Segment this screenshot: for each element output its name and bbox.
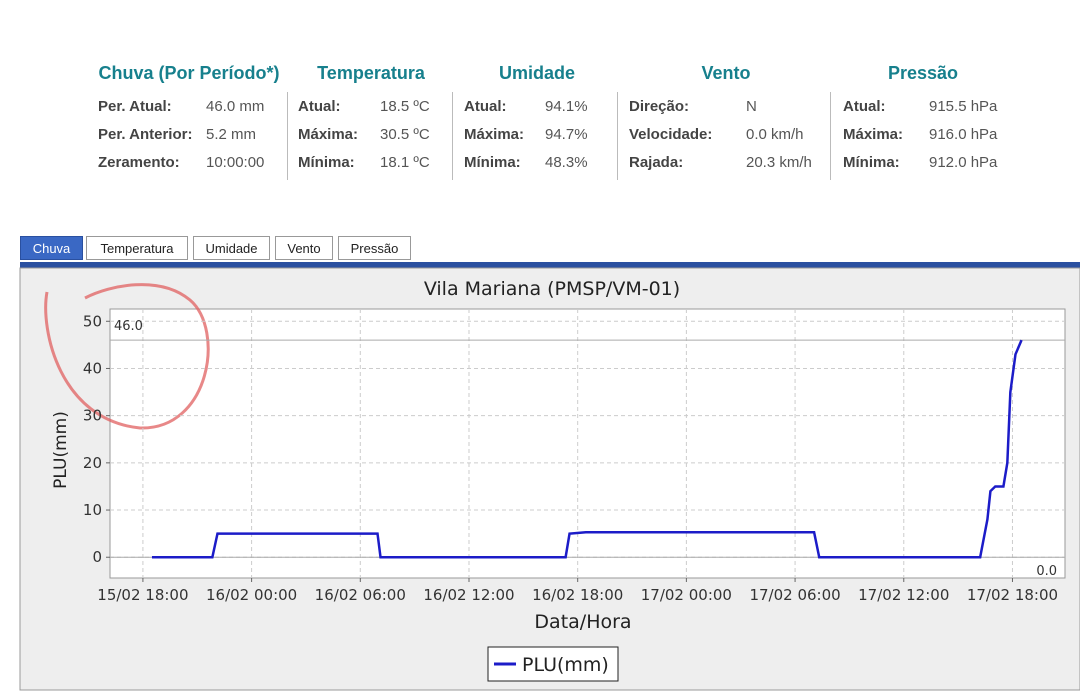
- x-tick-label: 15/02 18:00: [97, 586, 188, 604]
- stat-label: Mínima:: [298, 154, 355, 171]
- stat-value: 18.5 ºC: [380, 98, 430, 115]
- stat-group-title: Pressão: [887, 63, 959, 83]
- y-tick-label: 30: [83, 407, 102, 425]
- threshold-label: 46.0: [114, 319, 143, 334]
- tab[interactable]: Umidade: [193, 236, 270, 260]
- chart-title: Vila Mariana (PMSP/VM-01): [424, 278, 680, 300]
- stat-label: Per. Atual:: [98, 98, 172, 115]
- x-tick-label: 17/02 06:00: [749, 586, 840, 604]
- stat-label: Atual:: [464, 98, 507, 115]
- stat-label: Máxima:: [298, 126, 359, 143]
- stat-value: 912.0 hPa: [929, 154, 998, 171]
- hand-drawn-circle: [44, 283, 210, 430]
- divider: [617, 92, 618, 180]
- x-tick-label: 16/02 06:00: [315, 586, 406, 604]
- x-tick-label: 16/02 00:00: [206, 586, 297, 604]
- x-tick-label: 17/02 00:00: [641, 586, 732, 604]
- stat-label: Máxima:: [843, 126, 904, 143]
- stat-value: 916.0 hPa: [929, 126, 998, 143]
- stat-label: Rajada:: [629, 154, 684, 171]
- y-tick-label: 50: [83, 312, 102, 330]
- stat-group-title: Temperatura: [317, 63, 425, 83]
- stat-label: Per. Anterior:: [98, 126, 193, 143]
- x-axis-label: Data/Hora: [534, 611, 631, 633]
- stat-value: 5.2 mm: [206, 126, 257, 143]
- y-tick-label: 20: [83, 454, 102, 472]
- stat-value: 94.7%: [545, 126, 588, 143]
- y-tick-label: 40: [83, 359, 102, 377]
- x-tick-label: 16/02 18:00: [532, 586, 623, 604]
- divider: [830, 92, 831, 180]
- stat-value: 10:00:00: [206, 154, 265, 171]
- stat-value: N: [746, 98, 757, 115]
- stat-value: 20.3 km/h: [746, 154, 812, 171]
- tab[interactable]: Vento: [275, 236, 333, 260]
- stat-label: Atual:: [298, 98, 341, 115]
- y-tick-label: 0: [92, 548, 102, 566]
- y-tick-label: 10: [83, 501, 102, 519]
- x-tick-label: 17/02 18:00: [967, 586, 1058, 604]
- stat-label: Zeramento:: [98, 154, 180, 171]
- stat-label: Mínima:: [843, 154, 900, 171]
- stat-value: 0.0 km/h: [746, 126, 804, 143]
- plot-area: [109, 308, 1066, 579]
- stat-group-title: Chuva (Por Período*): [98, 63, 280, 83]
- data-line: [151, 339, 1023, 559]
- stat-value: 94.1%: [545, 98, 588, 115]
- stat-value: 48.3%: [545, 154, 588, 171]
- stat-group-title: Umidade: [498, 63, 576, 83]
- y-axis-label: PLU(mm): [51, 411, 71, 489]
- stat-value: 915.5 hPa: [929, 98, 998, 115]
- legend-label: PLU(mm): [522, 654, 609, 676]
- stat-label: Direção:: [629, 98, 690, 115]
- stat-label: Máxima:: [464, 126, 525, 143]
- stat-label: Velocidade:: [629, 126, 713, 143]
- divider: [452, 92, 453, 180]
- tab-underline: [20, 262, 1080, 268]
- tab[interactable]: Temperatura: [86, 236, 188, 260]
- divider: [287, 92, 288, 180]
- tab[interactable]: Chuva: [20, 236, 83, 260]
- tab[interactable]: Pressão: [338, 236, 411, 260]
- stat-label: Mínima:: [464, 154, 521, 171]
- x-tick-label: 17/02 12:00: [858, 586, 949, 604]
- stat-label: Atual:: [843, 98, 886, 115]
- stat-value: 30.5 ºC: [380, 126, 430, 143]
- stat-value: 46.0 mm: [206, 98, 265, 115]
- x-tick-label: 16/02 12:00: [423, 586, 514, 604]
- stat-value: 18.1 ºC: [380, 154, 430, 171]
- stat-group-title: Vento: [701, 63, 751, 83]
- threshold-label: 0.0: [1036, 564, 1057, 579]
